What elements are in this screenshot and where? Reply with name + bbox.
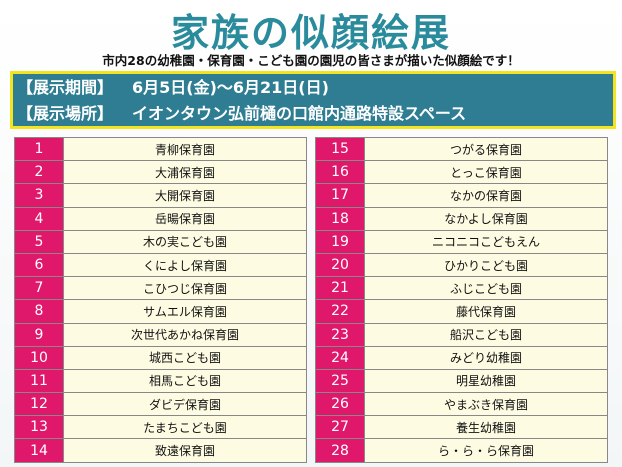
- table-row: 1 青柳保育園: [14, 136, 307, 162]
- info-value: 6月5日(金)～6月21日(日): [132, 78, 329, 97]
- subtitle: 市内28の幼稚園・保育園・こども園の園児の皆さまが描いた似顔絵です！: [102, 53, 520, 68]
- entry-name: ダビデ保育園: [63, 392, 307, 417]
- entry-number: 19: [315, 229, 365, 254]
- entry-name: 城西こども園: [63, 345, 307, 370]
- table-row: 22 藤代保育園: [315, 299, 608, 324]
- list-table: 15 つがる保育園 16 とっこ保育園 17 なかの保育園 18 なかよし保育園 19 ニコニコこ…: [315, 136, 608, 463]
- entry-number: 2: [14, 160, 64, 185]
- entry-number: 7: [14, 276, 64, 301]
- table-row: 25 明星幼稚園: [315, 368, 608, 394]
- table-row: 12 ダビデ保育園: [14, 392, 307, 417]
- table-row: 4 岳暘保育園: [14, 206, 307, 231]
- table-row: 10 城西こども園: [14, 345, 307, 370]
- entry-name: 藤代保育園: [364, 299, 608, 324]
- entry-number: 27: [315, 415, 365, 440]
- entry-number: 26: [315, 392, 365, 417]
- entry-number: 8: [14, 299, 64, 324]
- entry-name: 船沢こども園: [364, 322, 608, 347]
- entry-name: こひつじ保育園: [63, 276, 307, 301]
- entry-name: 木の実こども園: [63, 229, 307, 254]
- info-label: 【展示期間】: [17, 78, 114, 97]
- entry-name: サムエル保育園: [63, 299, 307, 324]
- entry-number: 25: [315, 368, 365, 394]
- table-row: 7 こひつじ保育園: [14, 276, 307, 301]
- entry-number: 16: [315, 160, 365, 185]
- info-box: 【展示期間】 6月5日(金)～6月21日(日) 【展示場所】 イオンタウン弘前樋の口…: [10, 71, 616, 129]
- table-row: 27 養生幼稚園: [315, 415, 608, 440]
- entry-number: 14: [14, 438, 64, 463]
- table-row: 13 たまちこども園: [14, 415, 307, 440]
- entry-name: なかの保育園: [364, 183, 608, 208]
- entry-name: くによし保育園: [63, 252, 307, 278]
- entry-number: 10: [14, 345, 64, 370]
- entry-name: ふじこども園: [364, 276, 608, 301]
- entry-name: たまちこども園: [63, 415, 307, 440]
- info-label: 【展示場所】: [17, 104, 114, 123]
- entry-name: とっこ保育園: [364, 160, 608, 185]
- entry-name: つがる保育園: [364, 136, 608, 162]
- table-row: 24 みどり幼稚園: [315, 345, 608, 370]
- table-row: 20 ひかりこども園: [315, 252, 608, 278]
- table-row: 8 サムエル保育園: [14, 299, 307, 324]
- entry-number: 24: [315, 345, 365, 370]
- table-row: 11 相馬こども園: [14, 368, 307, 394]
- entry-name: 養生幼稚園: [364, 415, 608, 440]
- entry-number: 6: [14, 252, 64, 278]
- entry-number: 13: [14, 415, 64, 440]
- entry-number: 9: [14, 322, 64, 347]
- entry-number: 4: [14, 206, 64, 231]
- entry-name: 次世代あかね保育園: [63, 322, 307, 347]
- entry-name: 青柳保育園: [63, 136, 307, 162]
- entry-number: 1: [14, 136, 64, 162]
- entry-number: 18: [315, 206, 365, 231]
- entry-number: 28: [315, 438, 365, 463]
- table-row: 14 致遠保育園: [14, 438, 307, 463]
- entry-name: なかよし保育園: [364, 206, 608, 231]
- table-row: 26 やまぶき保育園: [315, 392, 608, 417]
- entry-number: 23: [315, 322, 365, 347]
- table-row: 17 なかの保育園: [315, 183, 608, 208]
- info-row: 【展示場所】 イオンタウン弘前樋の口館内通路特設スペース: [17, 102, 609, 126]
- entry-number: 15: [315, 136, 365, 162]
- list-table: 1 青柳保育園 2 大浦保育園 3 大開保育園 4 岳暘保育園 5 木の実こども園 6 くによし保育園…: [14, 136, 307, 463]
- entry-number: 3: [14, 183, 64, 208]
- entry-name: ひかりこども園: [364, 252, 608, 278]
- table-row: 19 ニコニコこどもえん: [315, 229, 608, 254]
- entry-number: 22: [315, 299, 365, 324]
- entry-name: 岳暘保育園: [63, 206, 307, 231]
- entry-number: 11: [14, 368, 64, 394]
- entry-name: 大開保育園: [63, 183, 307, 208]
- table-row: 28 ら・ら・ら保育園: [315, 438, 608, 463]
- entry-name: ら・ら・ら保育園: [364, 438, 608, 463]
- table-row: 23 船沢こども園: [315, 322, 608, 347]
- table-row: 16 とっこ保育園: [315, 160, 608, 185]
- info-row: 【展示期間】 6月5日(金)～6月21日(日): [17, 76, 609, 100]
- entry-number: 21: [315, 276, 365, 301]
- table-row: 5 木の実こども園: [14, 229, 307, 254]
- entry-name: ニコニコこどもえん: [364, 229, 608, 254]
- entry-name: 致遠保育園: [63, 438, 307, 463]
- entry-number: 5: [14, 229, 64, 254]
- table-row: 18 なかよし保育園: [315, 206, 608, 231]
- entry-number: 20: [315, 252, 365, 278]
- title: 家族の似顔絵展: [170, 11, 451, 55]
- table-row: 21 ふじこども園: [315, 276, 608, 301]
- entry-number: 12: [14, 392, 64, 417]
- entry-number: 17: [315, 183, 365, 208]
- table-row: 15 つがる保育園: [315, 136, 608, 162]
- entry-name: 相馬こども園: [63, 368, 307, 394]
- entry-name: やまぶき保育園: [364, 392, 608, 417]
- entry-name: 大浦保育園: [63, 160, 307, 185]
- table-row: 3 大開保育園: [14, 183, 307, 208]
- entry-name: 明星幼稚園: [364, 368, 608, 394]
- entry-name: みどり幼稚園: [364, 345, 608, 370]
- table-row: 2 大浦保育園: [14, 160, 307, 185]
- table-row: 6 くによし保育園: [14, 252, 307, 278]
- table-row: 9 次世代あかね保育園: [14, 322, 307, 347]
- info-value: イオンタウン弘前樋の口館内通路特設スペース: [132, 104, 467, 123]
